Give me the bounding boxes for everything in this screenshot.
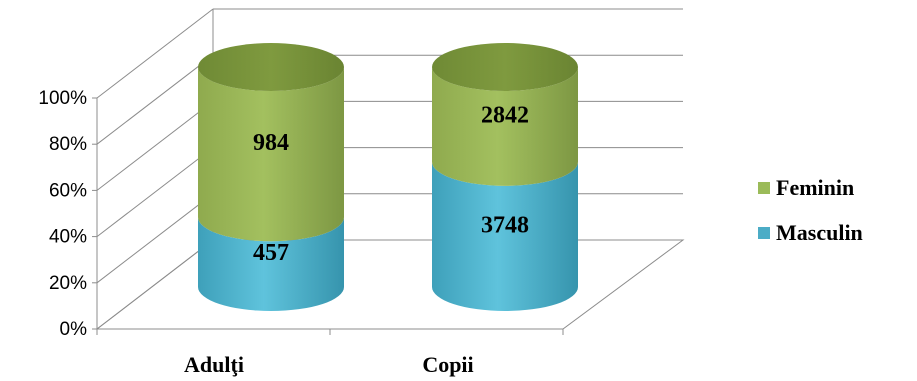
cylinder-top-cap: [198, 43, 344, 91]
y-tick-label: 100%: [38, 88, 87, 109]
bar-feminin-copii: [432, 67, 578, 186]
y-tick-label: 40%: [49, 227, 87, 248]
gridline-side: [96, 147, 214, 237]
gridline-side: [96, 54, 214, 145]
gridline-side: [96, 101, 214, 191]
y-tick-label: 0%: [60, 319, 88, 340]
gridline-side: [96, 193, 214, 284]
legend-swatch-feminin: [758, 182, 770, 194]
y-tick-label: 60%: [49, 180, 87, 201]
bar-masculin-copii: [432, 161, 578, 311]
data-label: 2842: [481, 102, 529, 128]
data-label: 3748: [481, 212, 529, 238]
legend-swatch-masculin: [758, 227, 770, 239]
floor: [95, 239, 685, 330]
gridline-side: [96, 8, 214, 99]
data-label: 457: [253, 240, 289, 266]
legend-label-feminin: Feminin: [776, 175, 854, 200]
y-tick-label: 80%: [49, 134, 87, 155]
legend-label-masculin: Masculin: [776, 220, 863, 245]
x-category-label: Copii: [422, 352, 473, 377]
bar-feminin-adulti: [198, 67, 344, 242]
cylinder-top-cap: [432, 43, 578, 91]
data-label: 984: [253, 130, 289, 156]
bar-masculin-adulti: [198, 217, 344, 311]
x-category-label: Adulţi: [184, 352, 244, 377]
y-tick-label: 20%: [49, 273, 87, 294]
